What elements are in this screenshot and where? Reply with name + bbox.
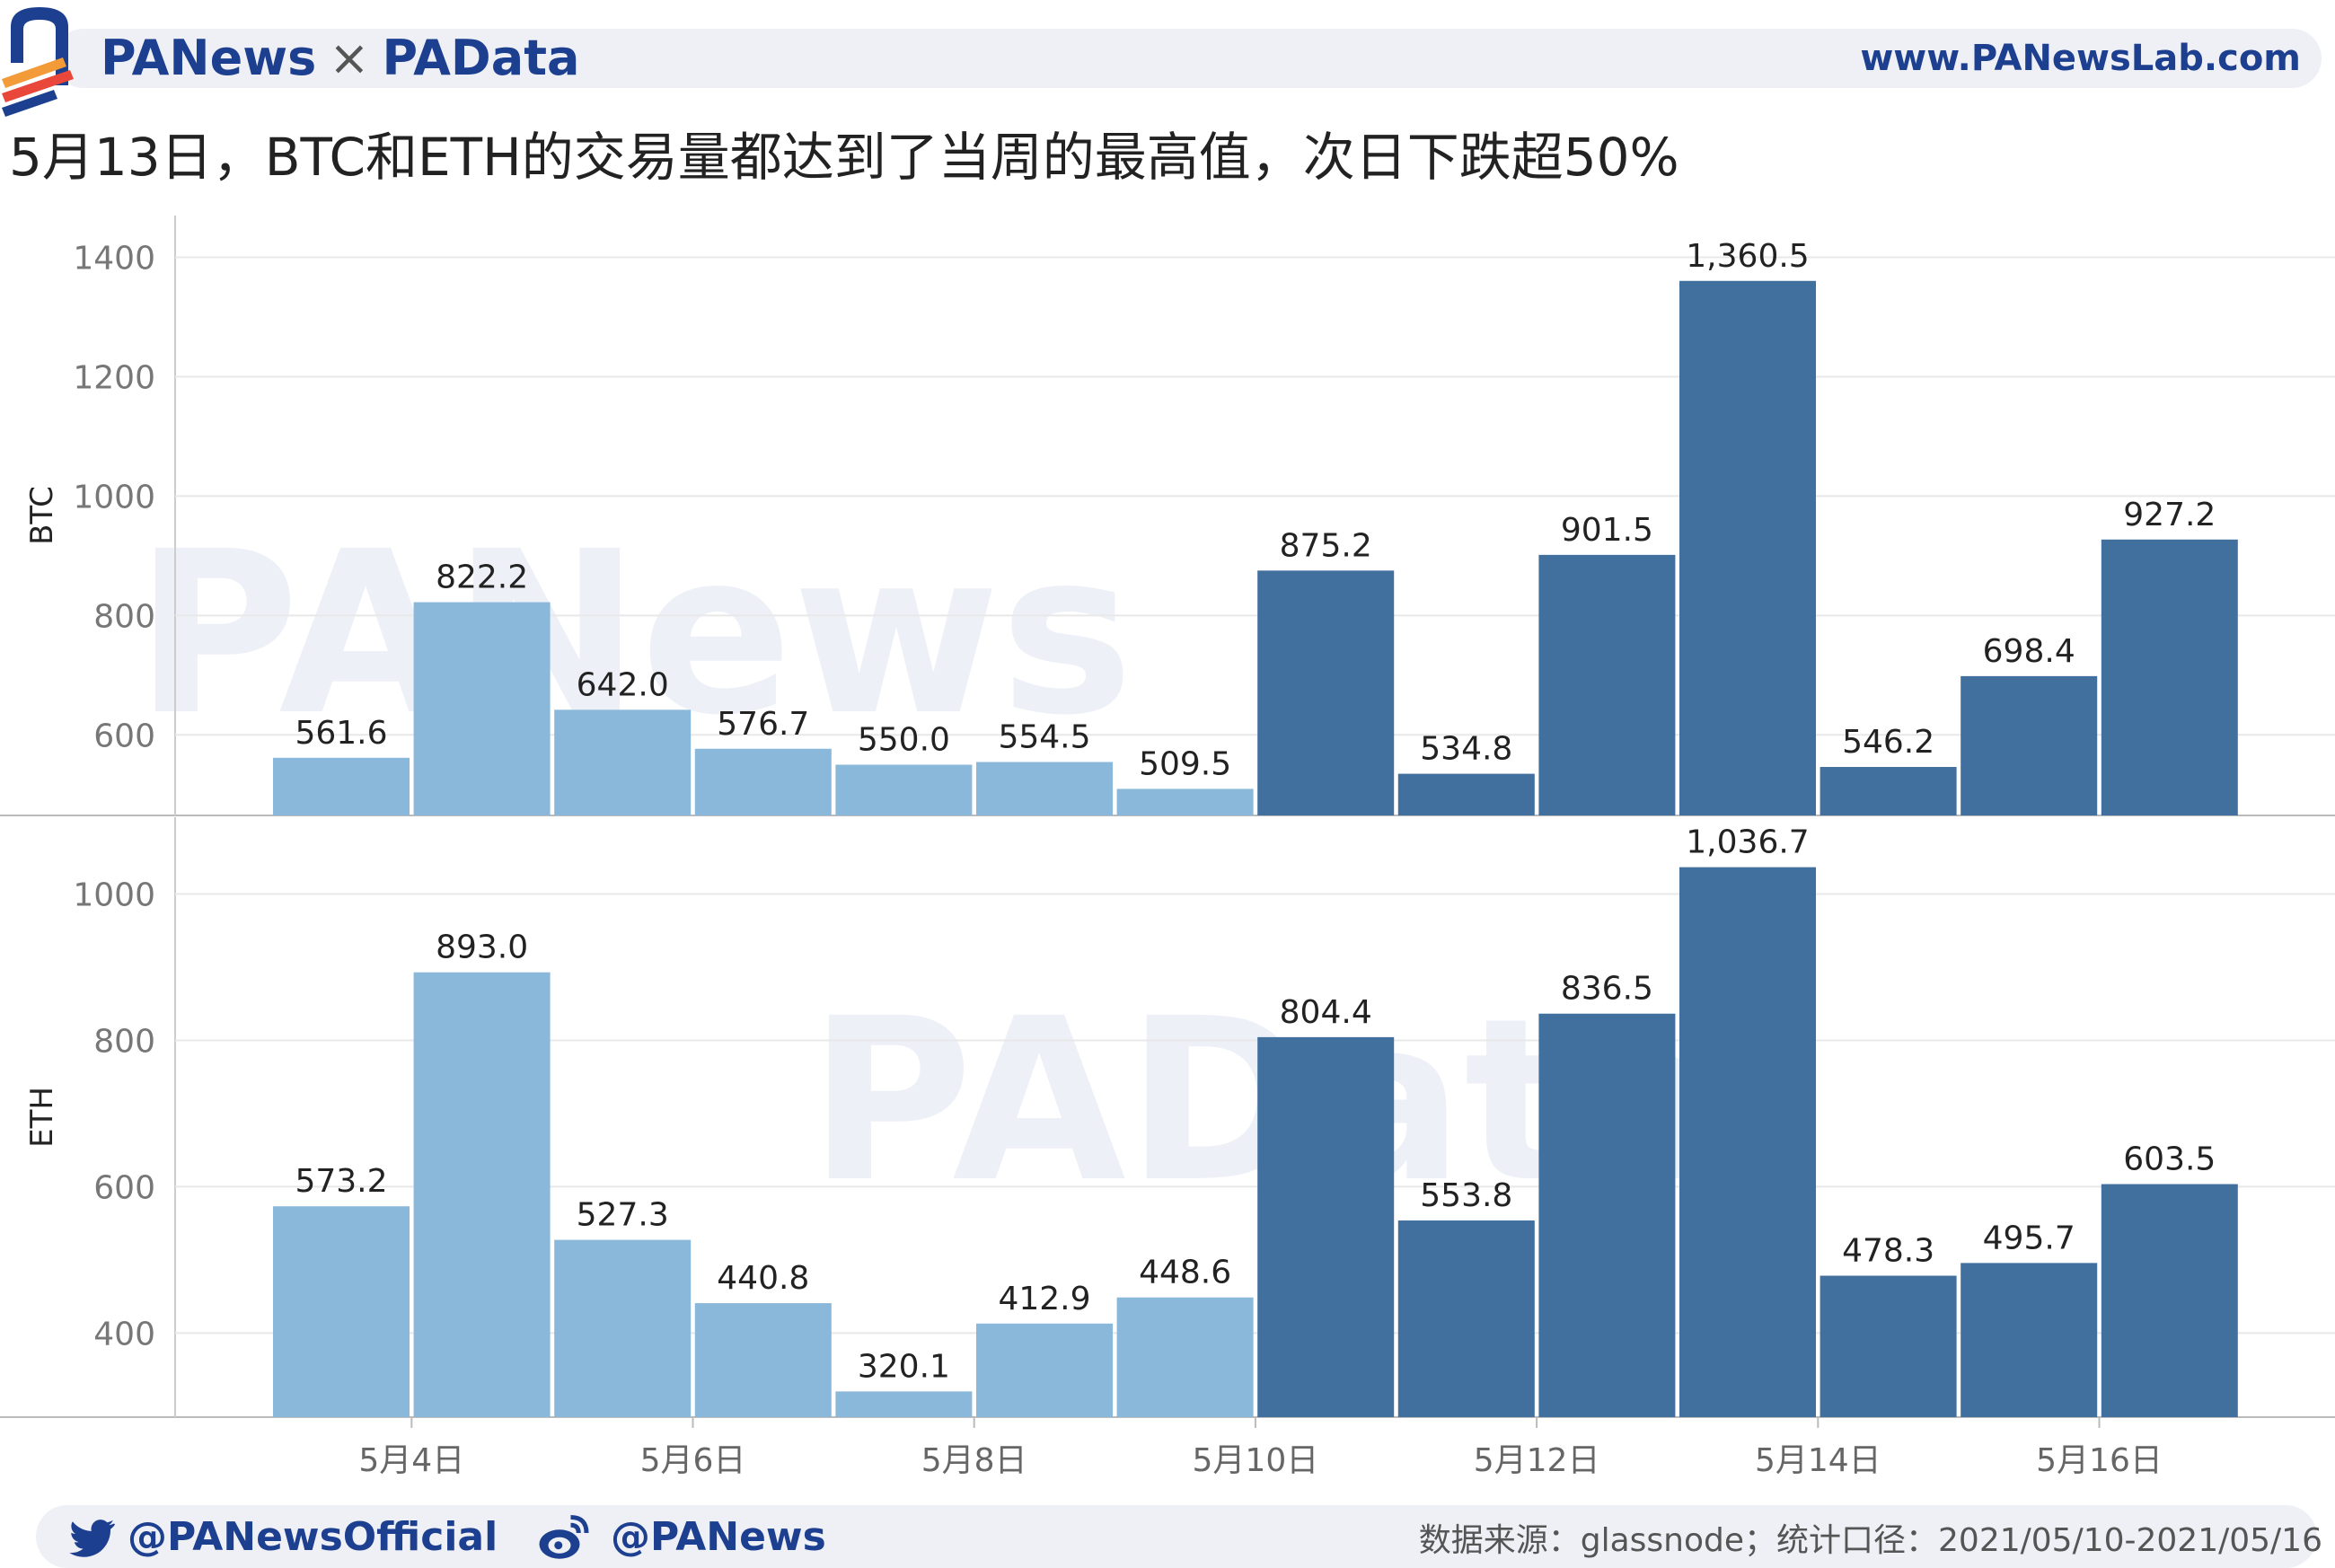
bar-btc-4 [835,764,973,815]
y-tick-label: 1000 [73,877,155,914]
bar-eth-9 [1538,1013,1676,1417]
bar-btc-10 [1679,280,1816,815]
footer-strip [36,1505,2317,1568]
bar-eth-5 [976,1323,1113,1417]
data-label: 495.7 [1983,1220,2075,1256]
y-tick-label: 800 [93,1023,155,1060]
bar-eth-1 [413,972,551,1417]
data-label: 698.4 [1983,633,2075,670]
y-tick-label: 600 [93,1169,155,1206]
weibo-icon [539,1515,589,1559]
data-label: 440.8 [717,1260,809,1297]
data-label: 1,036.7 [1686,824,1809,861]
x-tick-label: 5月4日 [358,1442,464,1479]
data-label: 642.0 [577,666,669,703]
bar-btc-8 [1397,773,1535,815]
twitter-icon [69,1520,115,1557]
bar-eth-3 [694,1303,832,1417]
data-label: 573.2 [295,1163,387,1200]
x-tick-label: 5月8日 [921,1442,1027,1479]
site-url-link[interactable]: www.PANewsLab.com [1860,38,2301,79]
data-label: 553.8 [1420,1177,1512,1214]
bar-eth-13 [2101,1184,2238,1417]
y-tick-label: 600 [93,718,155,754]
y-tick-label: 1200 [73,359,155,396]
bar-btc-7 [1257,570,1395,815]
x-tick-label: 5月14日 [1755,1442,1881,1479]
data-label: 804.4 [1280,994,1372,1031]
data-label: 509.5 [1139,745,1231,782]
y-axis-label: BTC [24,486,60,545]
y-tick-label: 1000 [73,479,155,515]
data-label: 576.7 [717,706,809,743]
data-label: 320.1 [858,1348,950,1385]
data-label: 893.0 [436,929,528,966]
bar-btc-2 [554,709,692,815]
y-axis-label: ETH [24,1087,60,1148]
data-label: 822.2 [436,559,528,596]
x-tick-label: 5月10日 [1193,1442,1319,1479]
bar-eth-12 [1961,1263,2098,1417]
data-label: 901.5 [1561,512,1653,549]
data-label: 448.6 [1139,1255,1231,1291]
bar-eth-6 [1116,1297,1254,1417]
bar-eth-4 [835,1391,973,1417]
bar-btc-0 [273,757,410,815]
bar-eth-10 [1679,867,1816,1417]
x-tick-label: 5月16日 [2036,1442,2163,1479]
data-label: 561.6 [295,715,387,752]
y-tick-label: 800 [93,598,155,635]
brand-padata: PAData [382,30,580,86]
data-label: 836.5 [1561,971,1653,1008]
bar-btc-6 [1116,788,1254,815]
bar-eth-11 [1820,1275,1957,1417]
weibo-handle[interactable]: @PANews [611,1514,826,1560]
data-label: 550.0 [858,722,950,759]
x-tick-label: 5月6日 [640,1442,746,1479]
volume-chart: 600 800 1000 1200 1400 BTC 561.6 822.2 642.0 576.… [0,216,2335,1479]
bar-eth-2 [554,1239,692,1417]
data-label: 478.3 [1842,1233,1934,1270]
data-label: 1,360.5 [1686,238,1809,275]
bar-btc-5 [976,762,1113,815]
bar-btc-12 [1961,675,2098,815]
data-label: 875.2 [1280,527,1372,564]
y-tick-label: 400 [93,1316,155,1352]
bar-btc-11 [1820,767,1957,815]
header-strip [54,29,2322,88]
bar-btc-3 [694,748,832,815]
data-label: 534.8 [1420,731,1512,768]
y-tick-label: 1400 [73,241,155,277]
data-label: 412.9 [998,1281,1090,1317]
brand-title: PANews × PAData [101,27,579,90]
data-label: 603.5 [2123,1141,2216,1178]
bar-btc-13 [2101,539,2238,815]
bar-eth-0 [273,1206,410,1417]
chart-title: 5月13日，BTC和ETH的交易量都达到了当周的最高值，次日下跌超50% [9,127,1679,188]
bar-btc-1 [413,602,551,815]
data-source: 数据来源：glassnode；统计口径：2021/05/10-2021/05/1… [1418,1522,2322,1559]
x-tick-label: 5月12日 [1474,1442,1600,1479]
brand-separator: × [329,30,370,86]
data-label: 554.5 [998,719,1090,756]
bar-eth-7 [1257,1036,1395,1417]
bar-btc-9 [1538,554,1676,815]
bar-eth-8 [1397,1220,1535,1417]
brand-panews: PANews [101,30,317,86]
panews-logo-icon [2,7,74,117]
data-label: 546.2 [1842,724,1934,761]
data-label: 527.3 [577,1197,669,1234]
twitter-handle[interactable]: @PANewsOfficial [128,1514,498,1560]
data-label: 927.2 [2123,497,2216,533]
